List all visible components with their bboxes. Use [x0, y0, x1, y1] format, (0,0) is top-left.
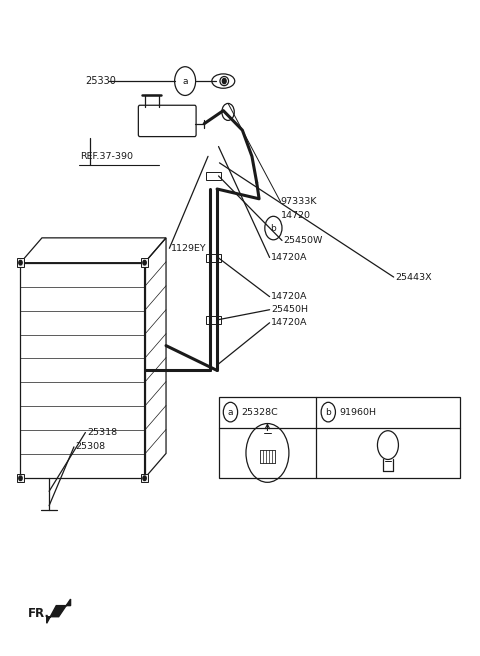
Text: 14720: 14720: [281, 211, 311, 220]
Text: FR.: FR.: [28, 607, 49, 620]
Bar: [206, 254, 221, 262]
Text: 25308: 25308: [75, 442, 106, 451]
Text: 14720A: 14720A: [271, 253, 308, 262]
Circle shape: [143, 476, 146, 481]
Circle shape: [19, 476, 22, 481]
Bar: [17, 474, 24, 482]
Bar: [206, 316, 221, 323]
Bar: [142, 258, 148, 267]
Text: 91960H: 91960H: [339, 407, 376, 417]
Text: 14720A: 14720A: [271, 318, 308, 327]
Text: 25330: 25330: [85, 76, 116, 86]
Bar: [218, 397, 459, 478]
Text: 1129EY: 1129EY: [171, 244, 206, 253]
Text: b: b: [325, 407, 331, 417]
Text: 25450W: 25450W: [283, 236, 323, 245]
Text: a: a: [228, 407, 233, 417]
Text: 25450H: 25450H: [271, 305, 308, 314]
Circle shape: [222, 79, 226, 84]
Circle shape: [143, 260, 146, 265]
Text: b: b: [271, 224, 276, 233]
Text: a: a: [182, 77, 188, 85]
Text: 25443X: 25443X: [395, 272, 432, 281]
Text: 14720A: 14720A: [271, 292, 308, 301]
Bar: [206, 172, 221, 180]
Text: 97333K: 97333K: [281, 197, 317, 207]
Circle shape: [19, 260, 22, 265]
Bar: [17, 258, 24, 267]
Text: REF.37-390: REF.37-390: [80, 152, 133, 161]
Polygon shape: [47, 599, 71, 623]
Text: 25328C: 25328C: [241, 407, 278, 417]
Text: 25318: 25318: [87, 428, 118, 437]
Bar: [142, 474, 148, 482]
